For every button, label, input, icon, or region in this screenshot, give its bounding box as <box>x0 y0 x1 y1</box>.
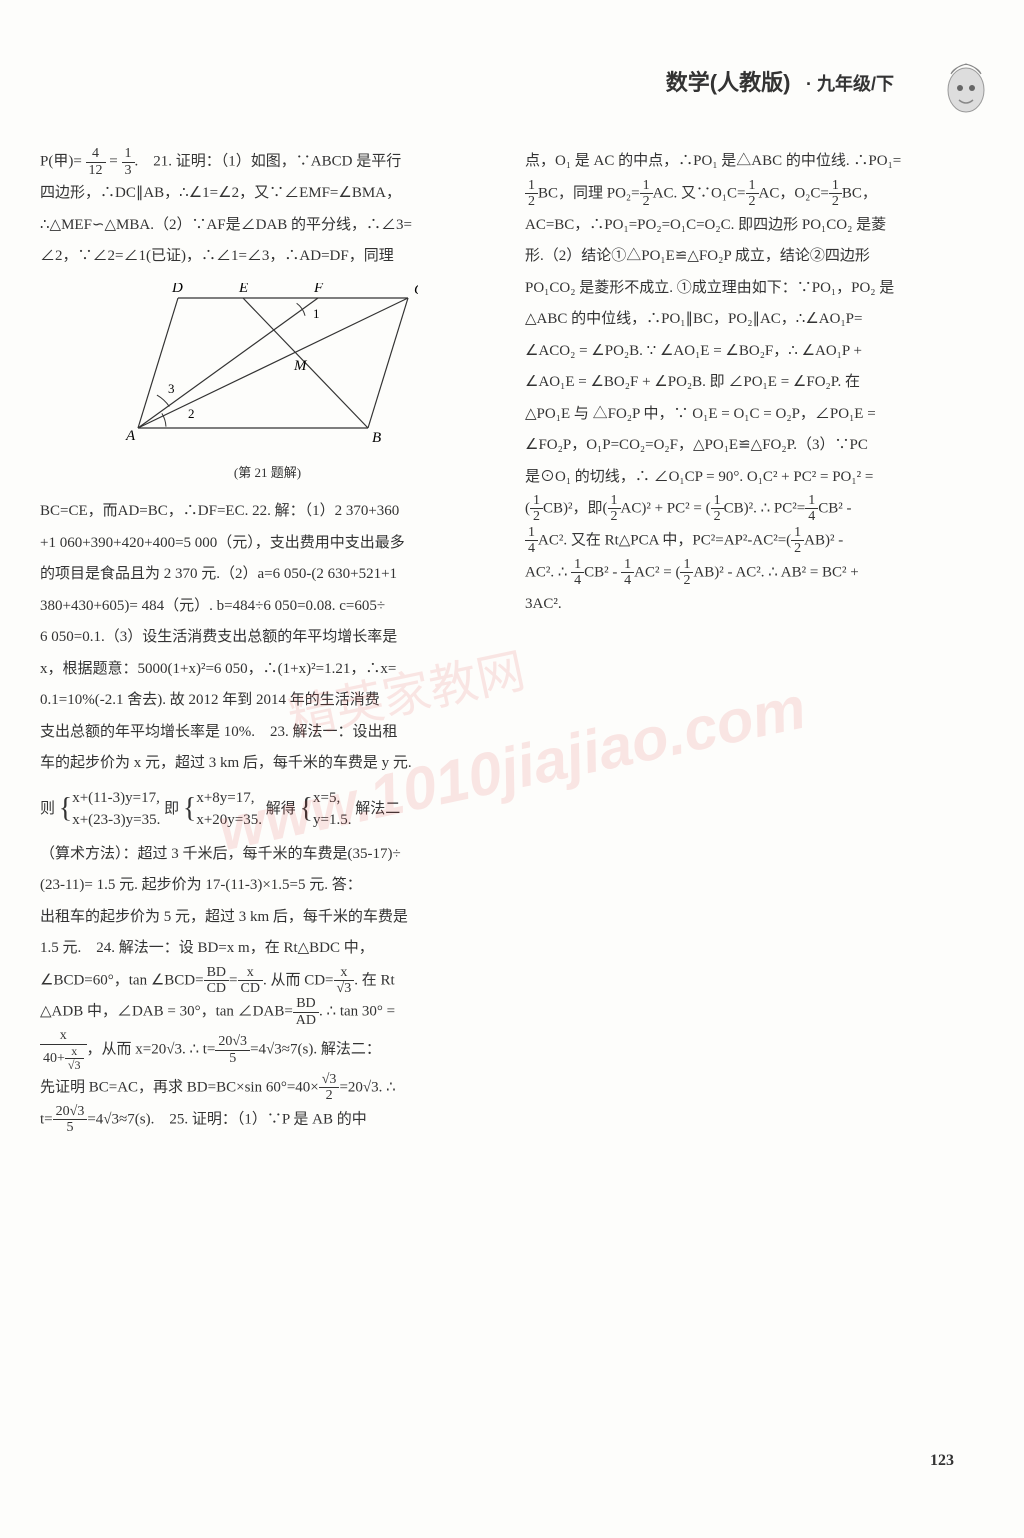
text-line: △PO₁E 与 △FO₂P 中，∵ O₁E = O₁C = O₂P，∠PO₁E … <box>525 399 980 431</box>
text-line: 先证明 BC=AC，再求 BD=BC×sin 60°=40×√32=20√3. … <box>40 1072 495 1104</box>
text-line: △ADB 中，∠DAB = 30°，tan ∠DAB=BDAD. ∴ tan 3… <box>40 996 495 1028</box>
text-line: 6 050=0.1.（3）设生活消费支出总额的年平均增长率是 <box>40 622 495 654</box>
text-line: +1 060+390+420+400=5 000（元），支出费用中支出最多 <box>40 528 495 560</box>
text-line: BC=CE，而AD=BC，∴DF=EC. 22. 解：（1）2 370+360 <box>40 496 495 528</box>
svg-text:F: F <box>313 283 324 296</box>
text-line: t=20√35=4√3≈7(s). 25. 证明：（1）∵P 是 AB 的中 <box>40 1104 495 1136</box>
system-3: x=5,y=1.5. <box>313 787 351 832</box>
text-line: 车的起步价为 x 元，超过 3 km 后，每千米的车费是 y 元. <box>40 748 495 780</box>
left-column: P(甲)= 412 = 13. 21. 证明：（1）如图，∵ABCD 是平行 四… <box>40 146 495 1136</box>
fraction: 412 <box>86 146 106 178</box>
right-column: 点，O₁ 是 AC 的中点，∴PO₁ 是△ABC 的中位线. ∴PO₁= 12B… <box>525 146 980 1136</box>
system-1: x+(11-3)y=17,x+(23-3)y=35. <box>72 787 160 832</box>
subject-title: 数学 <box>666 70 710 95</box>
svg-text:D: D <box>171 283 183 296</box>
text-line: 出租车的起步价为 5 元，超过 3 km 后，每千米的车费是 <box>40 902 495 934</box>
page-number: 123 <box>930 1444 954 1478</box>
text-line: （算术方法）：超过 3 千米后，每千米的车费是(35-17)÷ <box>40 839 495 871</box>
edition-label: (人教版) <box>710 70 791 95</box>
text-line: ∠FO₂P，O₁P=CO₂=O₂F，△PO₁E≌△FO₂P.（3）∵PC <box>525 430 980 462</box>
text-line: ∠BCD=60°，tan ∠BCD=BDCD=xCD. 从而 CD=x√3. 在… <box>40 965 495 997</box>
nested-fraction: x 40+x√3 <box>40 1028 87 1072</box>
text-line: 是⊙O₁ 的切线，∴ ∠O₁CP = 90°. O₁C² + PC² = PO₁… <box>525 462 980 494</box>
text-line: (12CB)²，即(12AC)² + PC² = (12CB)². ∴ PC²=… <box>525 493 980 525</box>
svg-text:C: C <box>414 283 418 298</box>
text-line: ∴△MEF∽△MBA.（2）∵AF是∠DAB 的平分线，∴∠3= <box>40 210 495 242</box>
text-line: ∠2，∵∠2=∠1(已证)，∴∠1=∠3，∴AD=DF，同理 <box>40 241 495 273</box>
text-line: 四边形，∴DC∥AB，∴∠1=∠2，又∵∠EMF=∠BMA， <box>40 178 495 210</box>
text-line: 点，O₁ 是 AC 的中点，∴PO₁ 是△ABC 的中位线. ∴PO₁= <box>525 146 980 178</box>
svg-text:1: 1 <box>313 306 320 321</box>
text-line: 支出总额的年平均增长率是 10%. 23. 解法一：设出租 <box>40 717 495 749</box>
svg-text:M: M <box>293 358 308 374</box>
svg-text:B: B <box>372 430 381 443</box>
text-line: x 40+x√3 ，从而 x=20√3. ∴ t=20√35=4√3≈7(s).… <box>40 1028 495 1072</box>
text-line: 1.5 元. 24. 解法一：设 BD=x m，在 Rt△BDC 中， <box>40 933 495 965</box>
text-line: x，根据题意：5000(1+x)²=6 050，∴(1+x)²=1.21，∴x= <box>40 654 495 686</box>
svg-text:A: A <box>125 428 136 443</box>
system-2: x+8y=17,x+20y=35. <box>196 787 262 832</box>
text-line: AC². ∴ 14CB² - 14AC² = (12AB)² - AC². ∴ … <box>525 557 980 589</box>
svg-text:2: 2 <box>188 406 195 421</box>
content-columns: P(甲)= 412 = 13. 21. 证明：（1）如图，∵ABCD 是平行 四… <box>40 146 984 1136</box>
mascot-icon <box>939 50 994 120</box>
parallelogram-figure: A B C D E F M 1 23 <box>118 283 418 443</box>
text-line: ∠AO₁E = ∠BO₂F + ∠PO₂B. 即 ∠PO₁E = ∠FO₂P. … <box>525 367 980 399</box>
text-line: 380+430+605)= 484（元）. b=484÷6 050=0.08. … <box>40 591 495 623</box>
text-line: 12BC，同理 PO₂=12AC. 又∵O₁C=12AC，O₂C=12BC， <box>525 178 980 210</box>
text-line: 3AC². <box>525 589 980 621</box>
page-header: 数学(人教版) · 九年级/下 <box>40 60 984 106</box>
grade-label: · 九年级/下 <box>806 74 894 94</box>
text-line: ∠ACO₂ = ∠PO₂B. ∵ ∠AO₁E = ∠BO₂F，∴ ∠AO₁P + <box>525 336 980 368</box>
svg-text:3: 3 <box>168 381 175 396</box>
text-line: 的项目是食品且为 2 370 元.（2）a=6 050-(2 630+521+1 <box>40 559 495 591</box>
diagram-caption: (第 21 题解) <box>40 459 495 486</box>
text-line: (23-11)= 1.5 元. 起步价为 17-(11-3)×1.5=5 元. … <box>40 870 495 902</box>
geometry-diagram: A B C D E F M 1 23 (第 21 题解) <box>40 283 495 487</box>
equation-system-line: 则 {x+(11-3)y=17,x+(23-3)y=35. 即 {x+8y=17… <box>40 780 495 839</box>
text-line: AC=BC，∴PO₁=PO₂=O₁C=O₂C. 即四边形 PO₁CO₂ 是菱 <box>525 210 980 242</box>
text-line: 14AC². 又在 Rt△PCA 中，PC²=AP²-AC²=(12AB)² - <box>525 525 980 557</box>
text-line: P(甲)= 412 = 13. 21. 证明：（1）如图，∵ABCD 是平行 <box>40 146 495 178</box>
fraction: 13 <box>122 146 135 178</box>
text-line: △ABC 的中位线，∴PO₁∥BC，PO₂∥AC，∴∠AO₁P= <box>525 304 980 336</box>
text-line: PO₁CO₂ 是菱形不成立. ①成立理由如下：∵PO₁，PO₂ 是 <box>525 273 980 305</box>
svg-text:E: E <box>238 283 248 296</box>
text-line: 0.1=10%(-2.1 舍去). 故 2012 年到 2014 年的生活消费 <box>40 685 495 717</box>
text-line: 形.（2）结论①△PO₁E≌△FO₂P 成立，结论②四边形 <box>525 241 980 273</box>
